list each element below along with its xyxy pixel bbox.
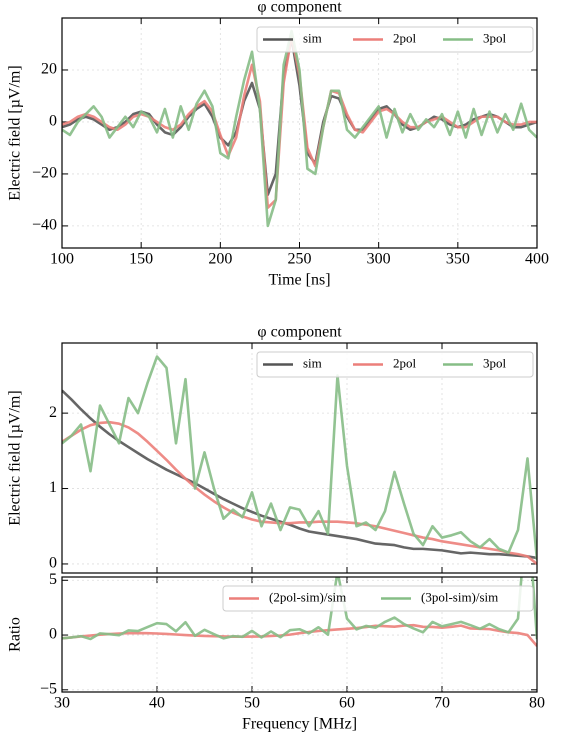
series-group	[62, 29, 537, 228]
series-group	[62, 577, 537, 647]
legend-label: 3pol	[483, 30, 507, 45]
y-tick-label: −5	[40, 680, 57, 697]
x-tick-label: 70	[434, 695, 450, 712]
legend: sim 2pol 3pol	[256, 26, 534, 53]
x-tick-label: 60	[339, 695, 355, 712]
y-tick-label: 0	[49, 555, 57, 572]
y-tick-label: 0	[49, 113, 57, 130]
x-tick-label: 300	[367, 251, 391, 268]
legend: (2pol-sim)/sim (3pol-sim)/sim	[222, 585, 534, 612]
legend-label: sim	[303, 355, 322, 370]
legend-label: (3pol-sim)/sim	[421, 589, 498, 604]
plot-frame	[61, 17, 538, 249]
y-tick-label: −40	[32, 217, 57, 234]
legend-label: (2pol-sim)/sim	[269, 589, 346, 604]
series-line	[62, 389, 537, 560]
y-tick-label: 1	[49, 479, 57, 496]
y-tick-label: 2	[49, 404, 57, 421]
x-tick-label: 150	[129, 251, 153, 268]
x-axis-label: Frequency [MHz]	[242, 716, 357, 733]
legend-box	[256, 26, 534, 53]
panel: 100 150 200 250 300 350 400 −40 −20 0 20 sim 2pol 3po…	[7, 0, 549, 289]
panel: 30 40 50 60 70 80 −5 0 5 (2pol-sim)/sim (3pol-sim)…	[7, 571, 545, 733]
y-axis-label: Electric field [µV/m]	[7, 65, 24, 200]
x-tick-label: 50	[244, 695, 260, 712]
series-line	[62, 29, 537, 228]
x-tick-label: 200	[208, 251, 232, 268]
legend-label: 2pol	[393, 30, 417, 45]
x-tick-label: 30	[54, 695, 70, 712]
y-tick-label: −20	[32, 165, 57, 182]
y-axis-label: Ratio	[7, 617, 24, 652]
y-tick-label: 20	[41, 61, 57, 78]
legend: sim 2pol 3pol	[256, 351, 534, 378]
legend-label: 2pol	[393, 355, 417, 370]
series-line	[62, 623, 537, 647]
chart-title: φ component	[257, 0, 342, 16]
x-tick-label: 250	[288, 251, 312, 268]
series-line	[62, 577, 537, 641]
legend-label: sim	[303, 30, 322, 45]
chart-title: φ component	[257, 324, 342, 341]
plot-frame	[61, 342, 538, 574]
series-line	[62, 355, 537, 561]
series-line	[62, 420, 537, 565]
legend-box	[222, 585, 534, 612]
x-tick-label: 80	[529, 695, 545, 712]
x-tick-label: 350	[446, 251, 470, 268]
x-tick-label: 40	[149, 695, 165, 712]
series-group	[62, 355, 537, 565]
y-tick-label: 0	[49, 626, 57, 643]
x-axis-label: Time [ns]	[268, 272, 330, 289]
x-tick-label: 400	[525, 251, 549, 268]
y-tick-label: 5	[49, 571, 57, 588]
plot-frame	[61, 576, 538, 693]
panel: 0 1 2 sim 2pol 3pol φ component Electric field …	[7, 324, 538, 574]
legend-label: 3pol	[483, 355, 507, 370]
legend-box	[256, 351, 534, 378]
y-axis-label: Electric field [µV/m]	[7, 390, 24, 525]
x-tick-label: 100	[50, 251, 74, 268]
